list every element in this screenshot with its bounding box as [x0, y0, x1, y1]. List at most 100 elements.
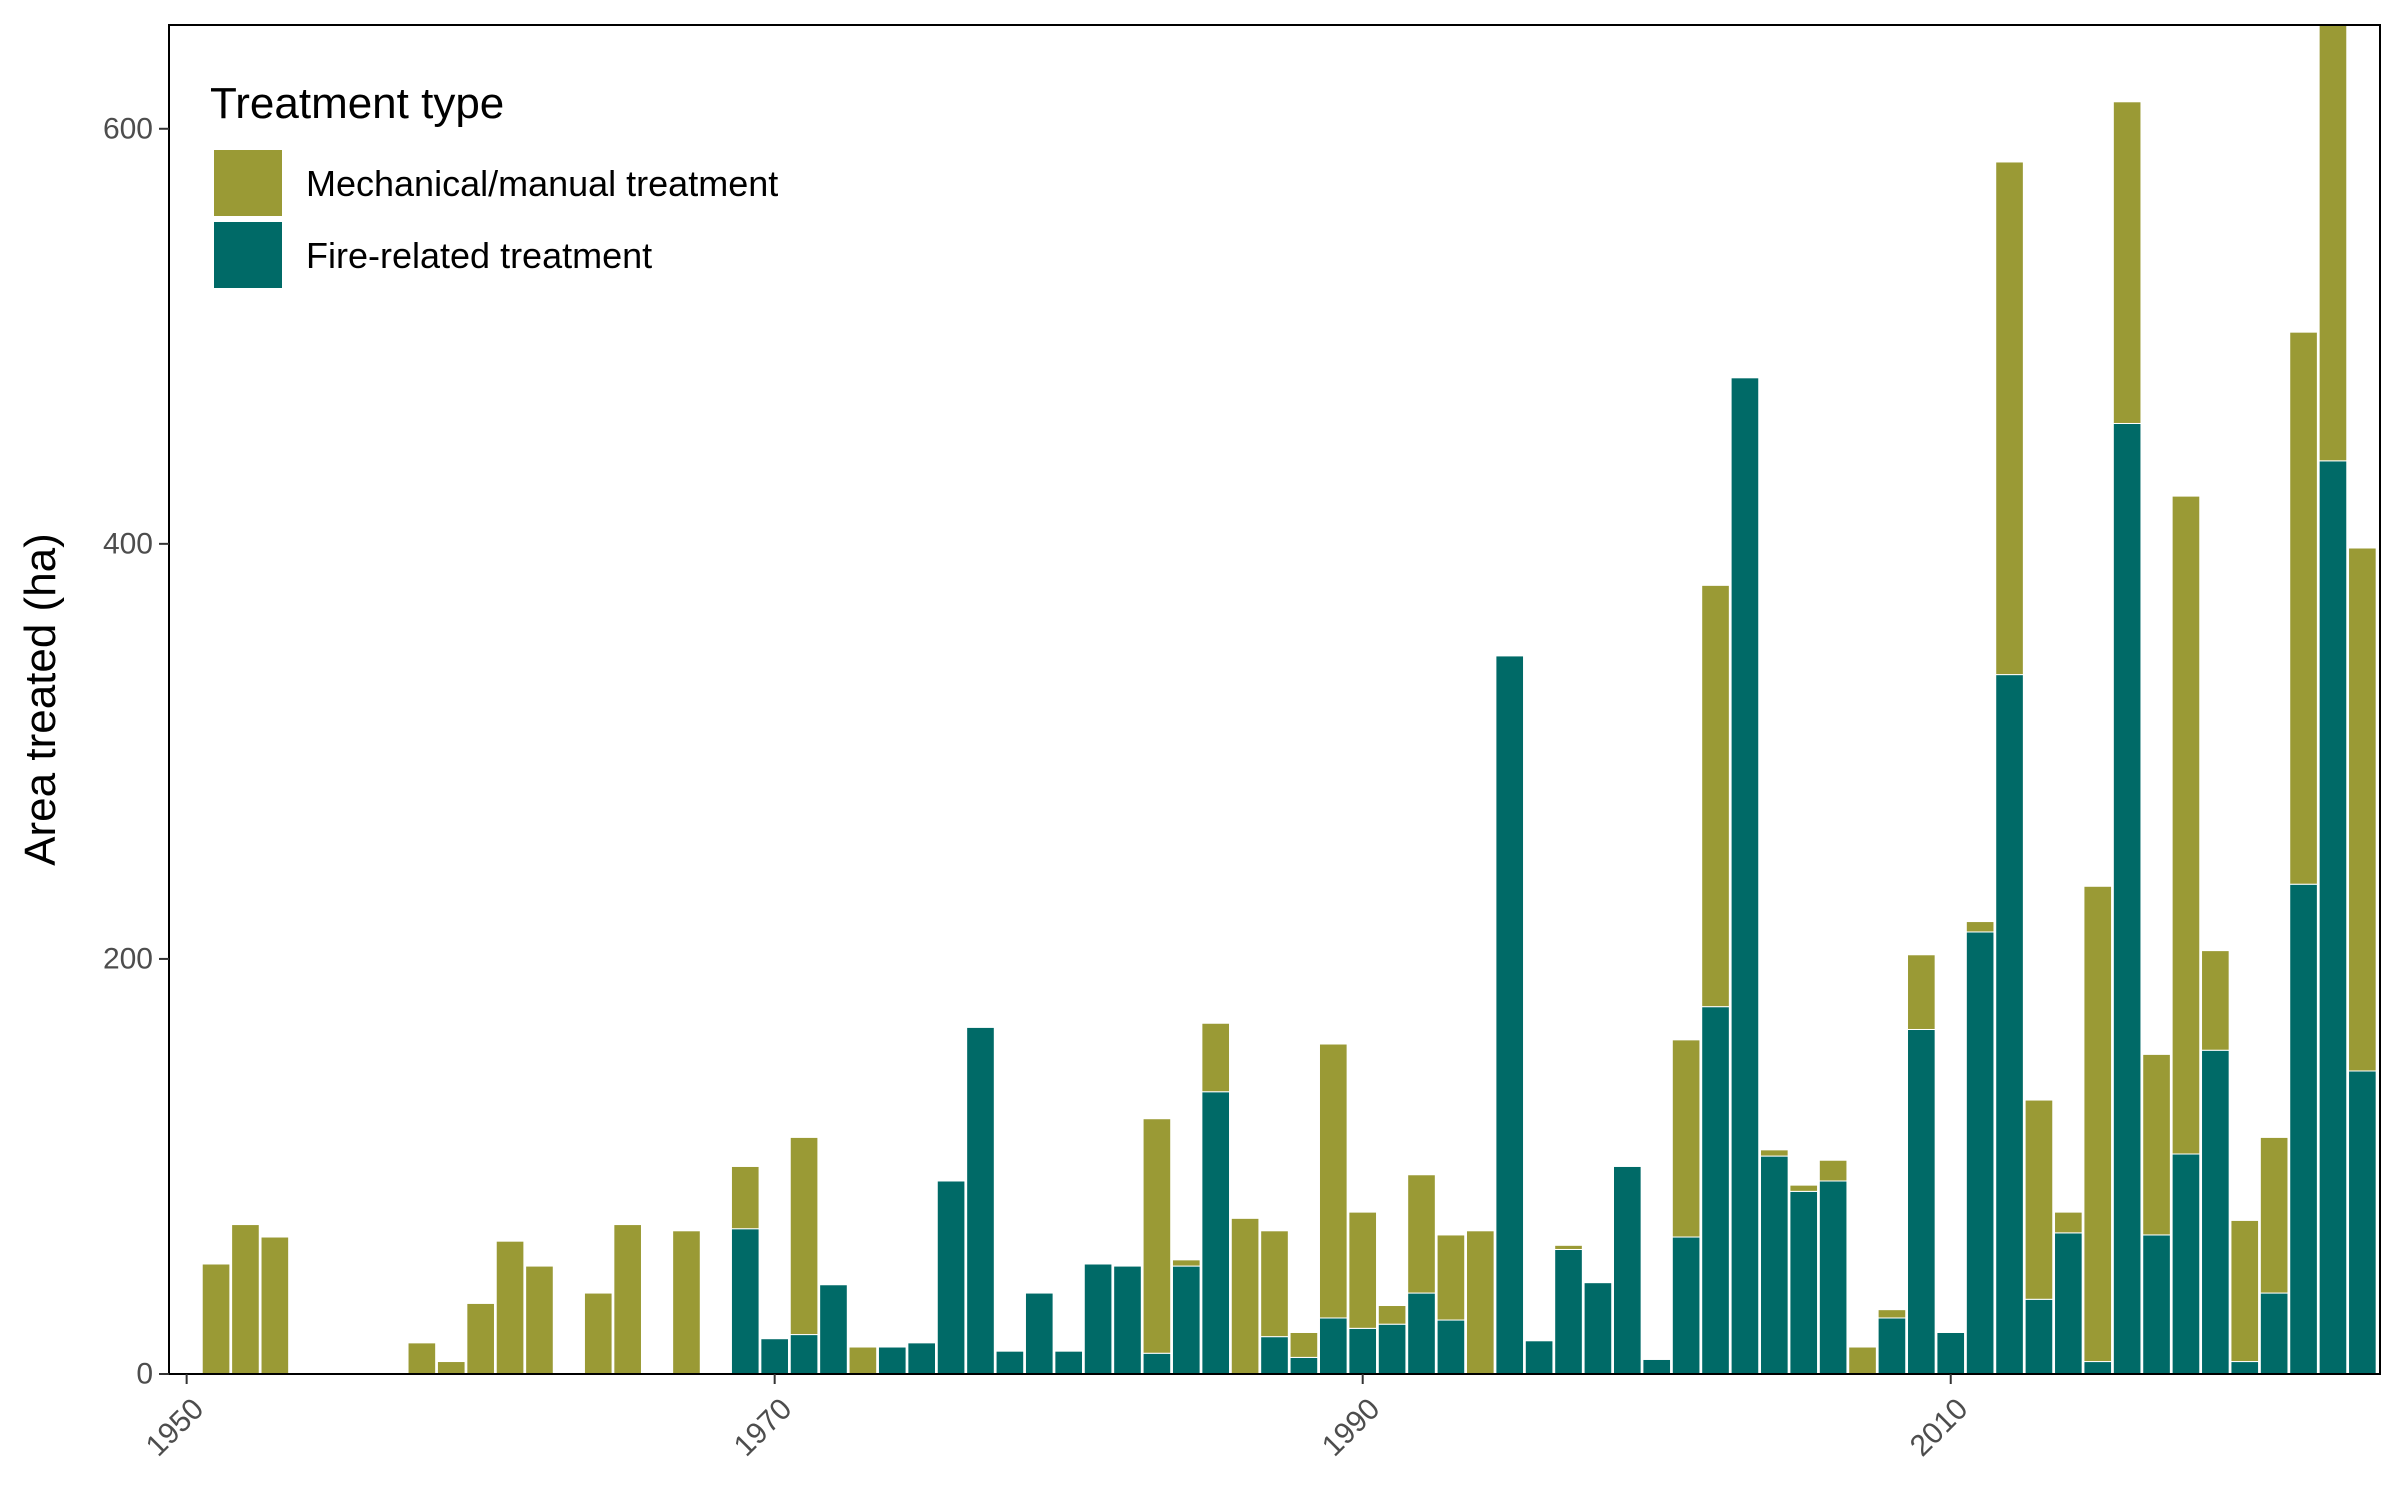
bar-fire-1992	[1407, 1292, 1436, 1375]
bar-mechanical-1983	[1142, 1118, 1172, 1354]
bar-fire-1987	[1260, 1336, 1289, 1375]
x-tick-label-1990: 1990	[1316, 1392, 1387, 1463]
bar-fire-2018	[2171, 1153, 2201, 1375]
bar-fire-2009	[1907, 1028, 1936, 1375]
bar-mechanical-2021	[2259, 1136, 2289, 1294]
bar-fire-1985	[1201, 1091, 1231, 1375]
bar-mechanical-2020	[2230, 1219, 2260, 1363]
bar-mechanical-2005	[1789, 1184, 1819, 1192]
bar-mechanical-1991	[1377, 1305, 1407, 1325]
bar-mechanical-2007	[1848, 1346, 1877, 1375]
bar-mechanical-1969	[730, 1165, 760, 1230]
bar-fire-1980	[1054, 1350, 1084, 1375]
bar-mechanical-2014	[2054, 1211, 2083, 1234]
bar-mechanical-2023	[2318, 24, 2348, 462]
bar-fire-1997	[1554, 1248, 1583, 1375]
bar-fire-1988	[1289, 1356, 1319, 1375]
bar-fire-2021	[2259, 1292, 2289, 1375]
bar-fire-2015	[2083, 1361, 2113, 1375]
bar-mechanical-1988	[1289, 1331, 1319, 1358]
legend: Treatment type Mechanical/manual treatme…	[210, 79, 778, 288]
bar-fire-1999	[1613, 1165, 1642, 1375]
bar-fire-1969	[730, 1228, 760, 1375]
bar-fire-1972	[819, 1284, 848, 1375]
x-tick-label-1950: 1950	[140, 1392, 211, 1463]
bar-fire-2006	[1818, 1180, 1848, 1375]
bar-mechanical-1953	[260, 1236, 290, 1375]
bar-fire-1978	[995, 1350, 1025, 1375]
bar-mechanical-1992	[1407, 1174, 1436, 1294]
legend-title: Treatment type	[210, 79, 504, 128]
bar-mechanical-1959	[436, 1361, 466, 1375]
bar-fire-1993	[1436, 1319, 1466, 1375]
bar-fire-1982	[1113, 1265, 1142, 1375]
bar-mechanical-2004	[1760, 1149, 1789, 1157]
bar-mechanical-1986	[1230, 1217, 1260, 1375]
bar-fire-2001	[1671, 1236, 1701, 1375]
bar-mechanical-1993	[1436, 1234, 1466, 1321]
bar-fire-2024	[2348, 1070, 2377, 1375]
bar-mechanical-1962	[525, 1265, 554, 1375]
bar-fire-2005	[1789, 1190, 1819, 1375]
bar-mechanical-2019	[2201, 950, 2230, 1051]
bar-mechanical-2022	[2289, 331, 2318, 885]
bar-fire-2010	[1936, 1331, 1966, 1375]
bar-fire-2014	[2054, 1232, 2083, 1375]
bar-fire-1984	[1171, 1265, 1201, 1375]
bar-fire-1998	[1583, 1282, 1613, 1375]
bar-fire-2000	[1642, 1358, 1672, 1375]
bar-mechanical-1989	[1318, 1043, 1348, 1319]
y-tick-label-0: 0	[136, 1358, 153, 1391]
bar-mechanical-1987	[1260, 1230, 1289, 1338]
bar-fire-2011	[1965, 931, 1995, 1375]
bar-fire-1983	[1142, 1352, 1172, 1375]
bars-layer	[201, 24, 2377, 1375]
bar-mechanical-1990	[1348, 1211, 1378, 1329]
legend-swatch-fire	[214, 222, 282, 288]
bar-fire-2013	[2024, 1298, 2054, 1375]
bar-mechanical-1971	[789, 1136, 819, 1336]
bar-fire-2017	[2142, 1234, 2171, 1375]
bar-fire-1981	[1083, 1263, 1113, 1375]
bar-mechanical-1951	[201, 1263, 231, 1375]
bar-fire-1990	[1348, 1327, 1378, 1375]
panel-border	[168, 24, 2381, 1375]
legend-label-fire: Fire-related treatment	[306, 235, 652, 276]
bar-fire-2002	[1701, 1006, 1730, 1375]
bar-mechanical-2001	[1671, 1039, 1701, 1238]
bar-fire-1989	[1318, 1317, 1348, 1375]
bar-fire-1974	[877, 1346, 907, 1375]
bar-mechanical-1965	[613, 1224, 642, 1375]
bar-fire-1995	[1495, 655, 1525, 1375]
bar-mechanical-2012	[1995, 161, 2024, 676]
bar-mechanical-2015	[2083, 885, 2113, 1363]
bar-mechanical-2009	[1907, 954, 1936, 1030]
bar-fire-2004	[1760, 1155, 1789, 1375]
bar-fire-1971	[789, 1334, 819, 1375]
bar-mechanical-1984	[1171, 1259, 1201, 1267]
bar-mechanical-2016	[2112, 101, 2142, 424]
y-tick-label-400: 400	[103, 527, 153, 560]
bar-mechanical-2018	[2171, 495, 2201, 1155]
bar-mechanical-1997	[1554, 1244, 1583, 1250]
bar-mechanical-1973	[848, 1346, 878, 1375]
bar-fire-1975	[907, 1342, 936, 1375]
bar-fire-2012	[1995, 674, 2024, 1375]
bar-mechanical-1958	[407, 1342, 437, 1375]
bar-fire-2020	[2230, 1361, 2260, 1375]
legend-label-mechanical: Mechanical/manual treatment	[306, 163, 778, 204]
bar-mechanical-1967	[672, 1230, 701, 1375]
bar-mechanical-2024	[2348, 547, 2377, 1072]
bar-fire-2003	[1730, 377, 1760, 1375]
bar-fire-1979	[1024, 1292, 1054, 1375]
bar-mechanical-1960	[466, 1302, 495, 1375]
bar-fire-1976	[936, 1180, 966, 1375]
bar-fire-2008	[1877, 1317, 1907, 1375]
bar-mechanical-1994	[1465, 1230, 1495, 1375]
y-tick-label-200: 200	[103, 942, 153, 975]
bar-fire-2016	[2112, 422, 2142, 1375]
bar-fire-1977	[966, 1026, 995, 1375]
bar-fire-2022	[2289, 883, 2318, 1375]
